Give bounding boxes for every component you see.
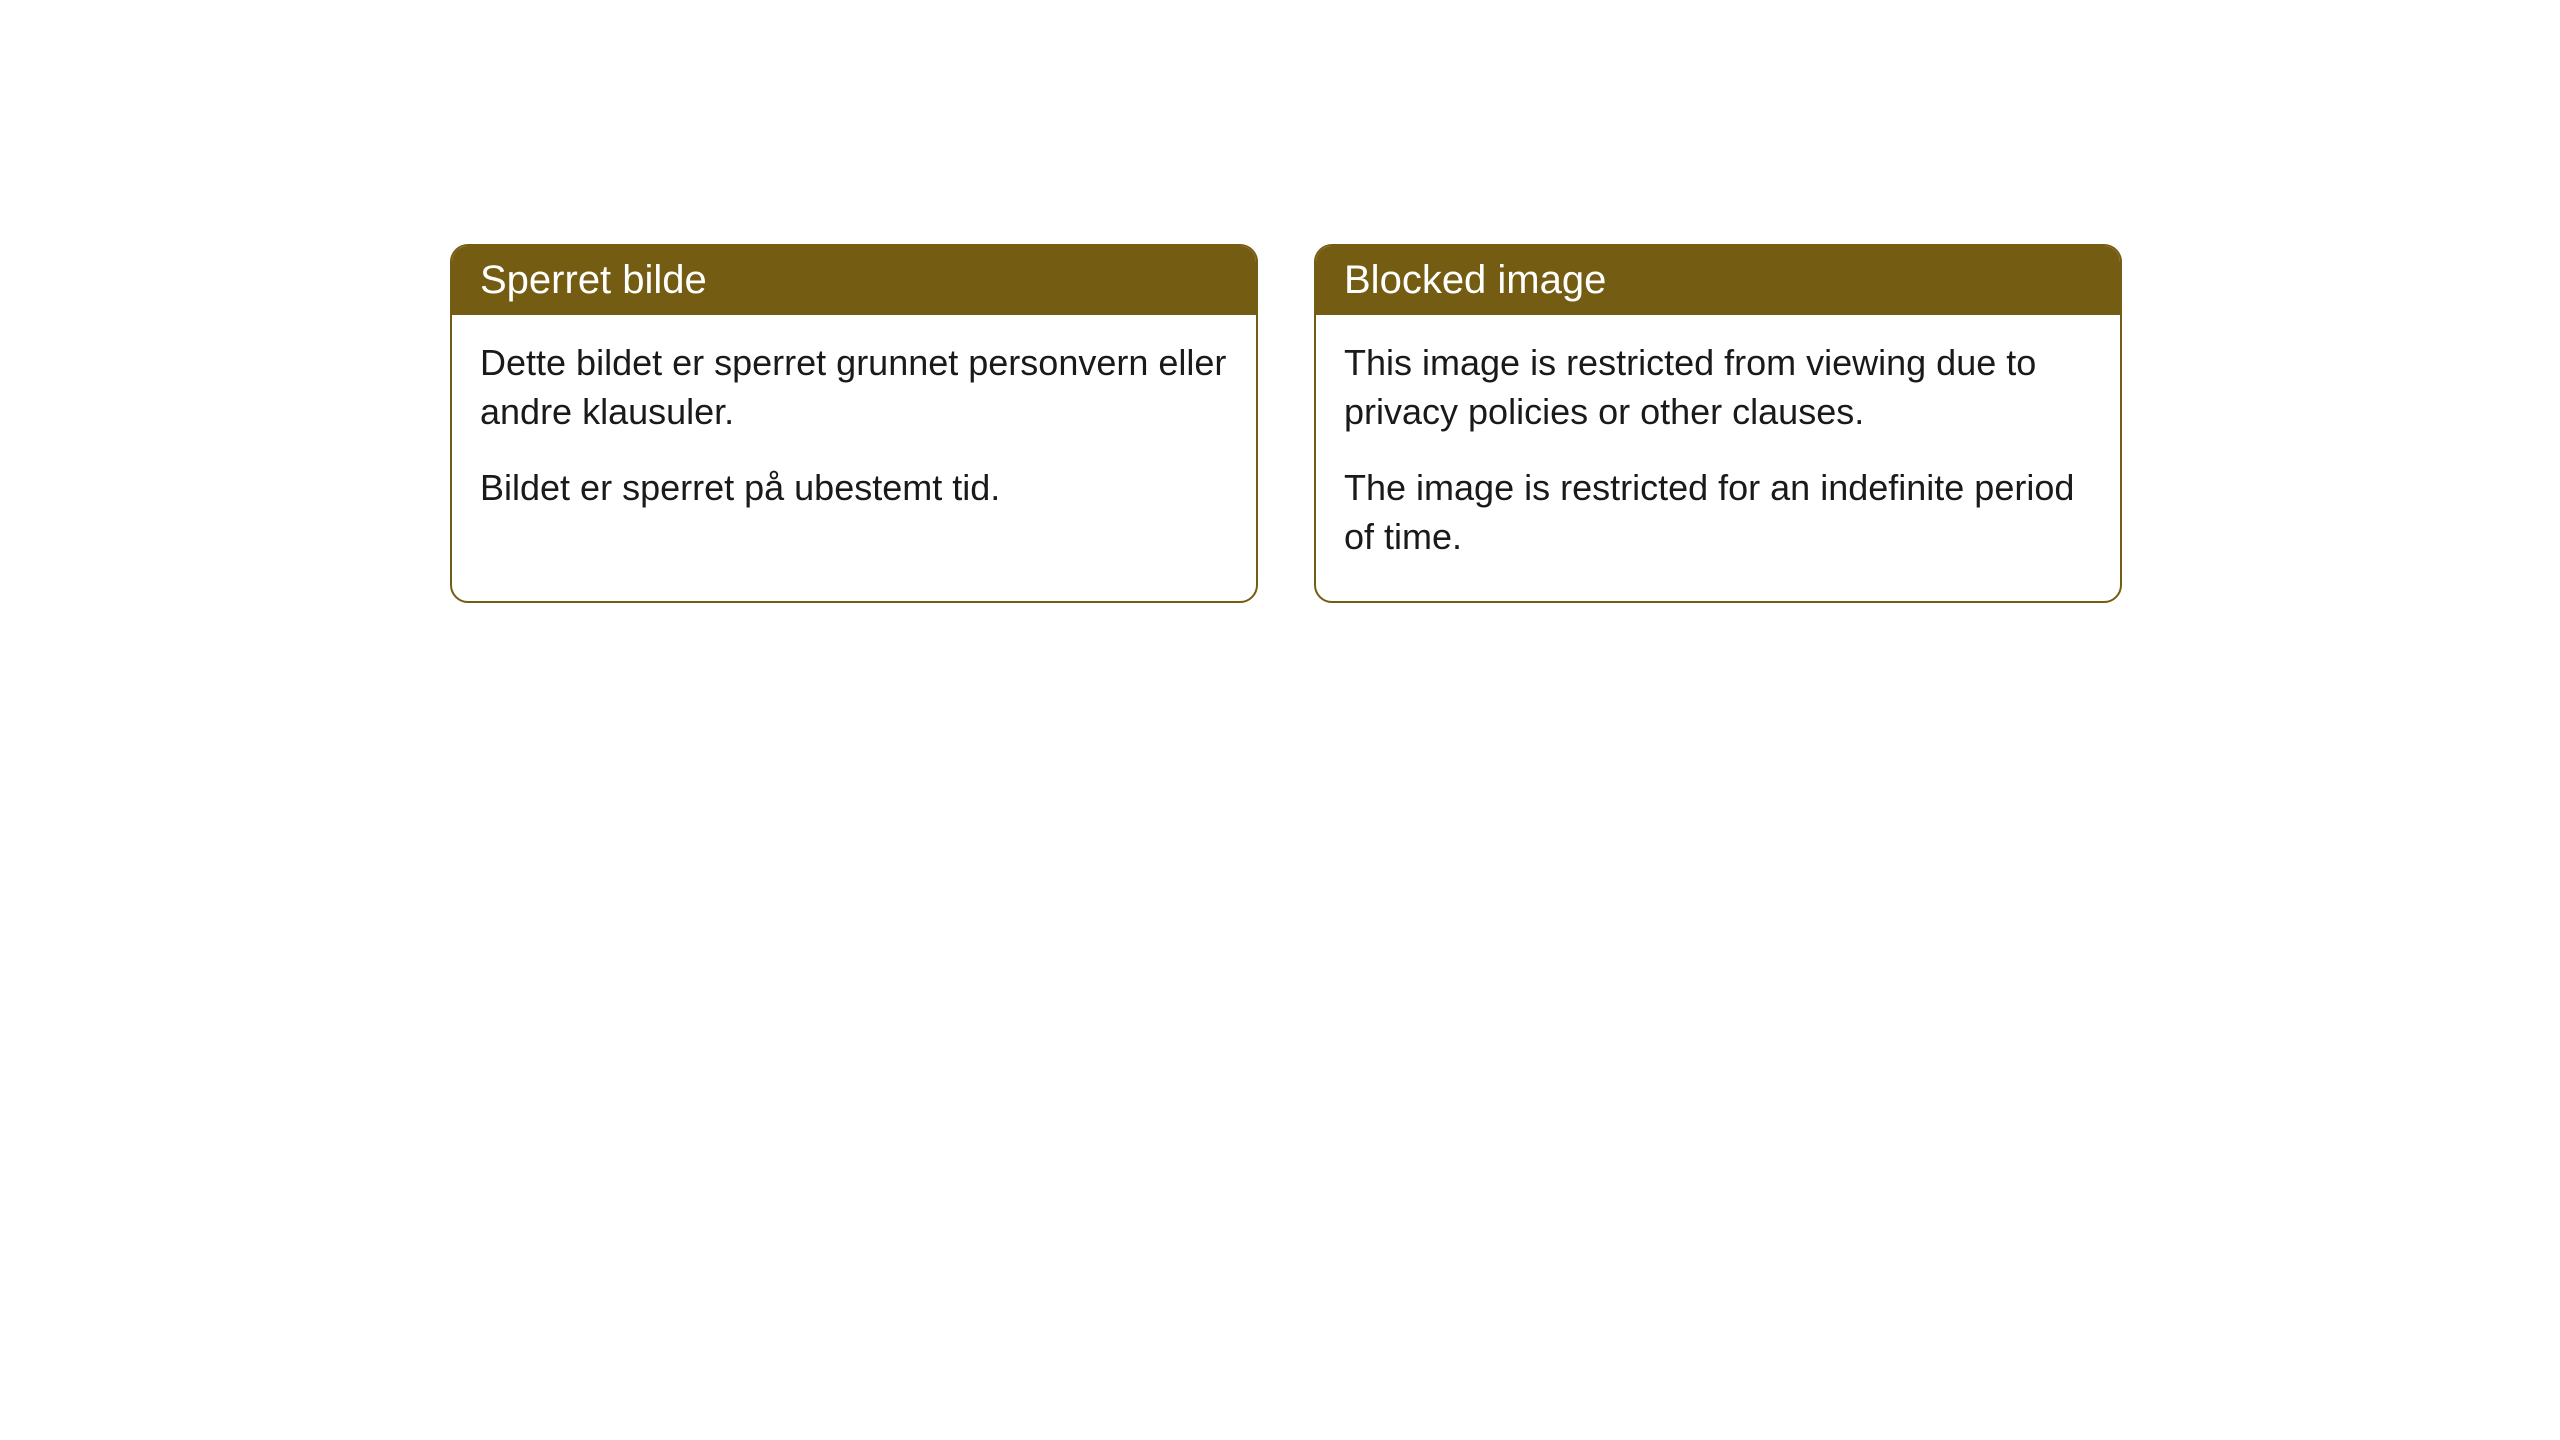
card-header: Blocked image: [1316, 246, 2120, 315]
card-paragraph: This image is restricted from viewing du…: [1344, 339, 2092, 436]
card-title: Sperret bilde: [480, 258, 707, 302]
notice-card-english: Blocked image This image is restricted f…: [1314, 244, 2122, 603]
notice-card-norwegian: Sperret bilde Dette bildet er sperret gr…: [450, 244, 1258, 603]
notice-container: Sperret bilde Dette bildet er sperret gr…: [0, 0, 2560, 603]
card-paragraph: Dette bildet er sperret grunnet personve…: [480, 339, 1228, 436]
card-header: Sperret bilde: [452, 246, 1256, 315]
card-title: Blocked image: [1344, 258, 1606, 302]
card-paragraph: The image is restricted for an indefinit…: [1344, 464, 2092, 561]
card-body: This image is restricted from viewing du…: [1316, 315, 2120, 601]
card-paragraph: Bildet er sperret på ubestemt tid.: [480, 464, 1228, 513]
card-body: Dette bildet er sperret grunnet personve…: [452, 315, 1256, 553]
